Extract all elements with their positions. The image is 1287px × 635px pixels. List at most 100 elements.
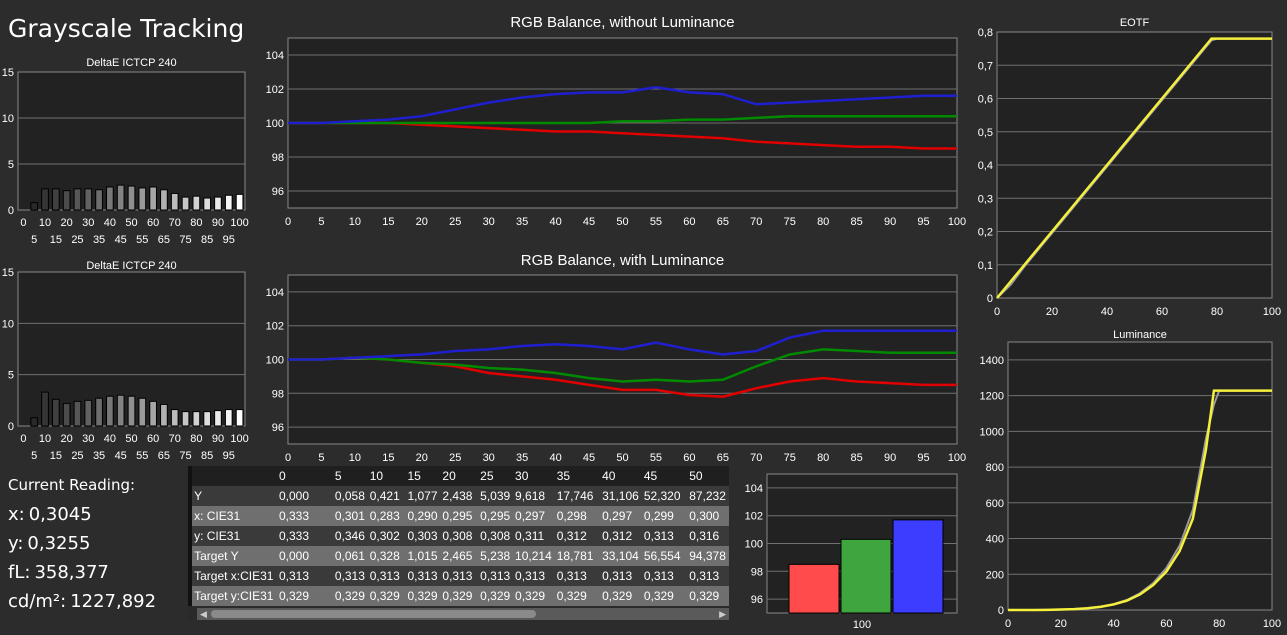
row-label: x: CIE31 (192, 506, 277, 526)
y-tick-label: 102 (745, 511, 763, 523)
table-cell: 0,061 (332, 546, 368, 566)
x-tick-label: 10 (39, 217, 51, 229)
table-column-header: 40 (600, 466, 642, 486)
table-row[interactable]: y: CIE31 0,333 0,346 0,302 0,303 0,308 0,308 0,… (188, 526, 729, 546)
x-tick-label: 20 (416, 216, 428, 228)
table-row[interactable]: Target Y 0,000 0,061 0,328 1,015 2,465 5,238 10… (188, 546, 729, 566)
x-tick-label: 90 (884, 216, 896, 228)
x-tick-label: 25 (71, 450, 83, 462)
series-line-yellow (1007, 389, 1272, 612)
table-cell: 1,077 (405, 486, 441, 506)
reading-x-value: 0,3045 (28, 504, 92, 525)
row-selector[interactable] (188, 486, 193, 506)
x-tick-label: 0 (285, 452, 291, 464)
table-cell: 0,329 (405, 586, 441, 606)
deltae-bar (160, 189, 168, 211)
y-tick-label: 96 (751, 594, 763, 606)
table-cell: 33,104 (600, 546, 642, 566)
x-tick-label: 15 (382, 452, 394, 464)
x-tick-label: 40 (104, 217, 116, 229)
reading-x-label: x: (8, 504, 25, 525)
y-tick-label: 104 (266, 287, 284, 299)
y-tick-label: 10 (2, 113, 14, 125)
deltae-bar (214, 196, 222, 211)
table-cell: 0,313 (641, 566, 688, 586)
table-row[interactable]: x: CIE31 0,333 0,301 0,283 0,290 0,295 0,295 0,… (188, 506, 729, 526)
x-tick-label: 5 (31, 450, 37, 462)
table-row[interactable]: Target x:CIE31 0,313 0,313 0,313 0,313 0,313 0… (188, 566, 729, 586)
x-tick-label: 20 (61, 217, 73, 229)
deltae-bar (84, 188, 93, 211)
table-row[interactable]: Y 0,000 0,058 0,421 1,077 2,438 5,039 9,618 17,7… (188, 486, 729, 506)
deltae-bar (235, 193, 244, 211)
x-tick-label: 100 (1263, 618, 1281, 630)
x-tick-label: 70 (750, 216, 762, 228)
x-tick-label: 0 (994, 306, 1000, 318)
y-tick-label: 15 (2, 67, 14, 79)
table-cell: 52,320 (641, 486, 688, 506)
x-tick-label: 65 (717, 452, 729, 464)
x-tick-label: 75 (784, 452, 796, 464)
table-cell: 0,298 (554, 506, 601, 526)
reading-y: y: 0,3255 (8, 533, 156, 555)
y-tick-label: 5 (8, 370, 14, 382)
deltae-bar (181, 196, 190, 211)
row-selector[interactable] (188, 586, 193, 606)
y-tick-label: 0,2 (978, 227, 993, 239)
reading-cdm2-label: cd/m²: (8, 591, 67, 612)
deltae-bar (192, 195, 201, 211)
x-tick-label: 20 (61, 433, 73, 445)
row-selector[interactable] (188, 546, 193, 566)
x-tick-label: 45 (115, 234, 127, 246)
y-tick-label: 98 (751, 566, 763, 578)
measurement-table[interactable]: 0 5 10 15 20 25 30 35 40 45 50 Y 0,000 0,058 0,421 1,07… (188, 466, 729, 621)
row-selector[interactable] (188, 506, 193, 526)
table-row[interactable]: Target y:CIE31 0,329 0,329 0,329 0,329 0,329 0… (188, 586, 729, 606)
table-column-header: 15 (405, 466, 441, 486)
y-tick-label: 0,8 (978, 27, 993, 39)
scrollbar-thumb[interactable] (211, 610, 536, 618)
table-cell: 0,312 (554, 526, 601, 546)
reading-y-label: y: (8, 533, 24, 554)
x-tick-label: 65 (717, 216, 729, 228)
x-tick-label: 45 (583, 216, 595, 228)
table-cell: 0,316 (687, 526, 729, 546)
reading-y-value: 0,3255 (27, 533, 91, 554)
x-tick-label: 100 (1263, 306, 1281, 318)
deltae-bar (170, 192, 179, 211)
y-tick-label: 0 (998, 605, 1004, 617)
row-selector[interactable] (188, 526, 193, 546)
table-cell: 0,300 (687, 506, 729, 526)
table-cell: 0,329 (641, 586, 688, 606)
y-tick-label: 0,1 (978, 260, 993, 272)
x-tick-label: 30 (82, 433, 94, 445)
table-cell: 0,329 (600, 586, 642, 606)
table-cell: 31,106 (600, 486, 642, 506)
x-tick-label: 70 (169, 433, 181, 445)
scroll-left-icon[interactable]: ◀ (200, 609, 207, 619)
table-cell: 0,328 (367, 546, 406, 566)
x-tick-label: 10 (349, 452, 361, 464)
table-cell: 17,746 (554, 486, 601, 506)
x-tick-label: 85 (851, 216, 863, 228)
table-cell: 0,313 (513, 566, 555, 586)
table-horizontal-scrollbar[interactable]: ◀ ▶ (197, 608, 729, 620)
table-column-header: 0 (277, 466, 333, 486)
x-tick-label: 40 (549, 452, 561, 464)
chart-title: DeltaE ICTCP 240 (86, 57, 176, 69)
y-tick-label: 100 (266, 118, 284, 130)
x-tick-label: 40 (549, 216, 561, 228)
table-cell: 0,313 (332, 566, 368, 586)
deltae-bar (73, 188, 82, 211)
x-tick-label: 30 (483, 452, 495, 464)
deltae-bar (214, 410, 222, 427)
deltae-bar (149, 186, 157, 211)
current-reading-panel: Current Reading: x: 0,3045 y: 0,3255 fL: 35… (8, 476, 156, 620)
table-cell: 2,438 (440, 486, 479, 506)
row-selector[interactable] (188, 566, 193, 586)
table-cell: 0,313 (687, 566, 729, 586)
y-tick-label: 100 (266, 355, 284, 367)
y-tick-label: 1200 (980, 391, 1004, 403)
x-tick-label: 40 (1107, 618, 1119, 630)
scroll-right-icon[interactable]: ▶ (719, 609, 726, 619)
